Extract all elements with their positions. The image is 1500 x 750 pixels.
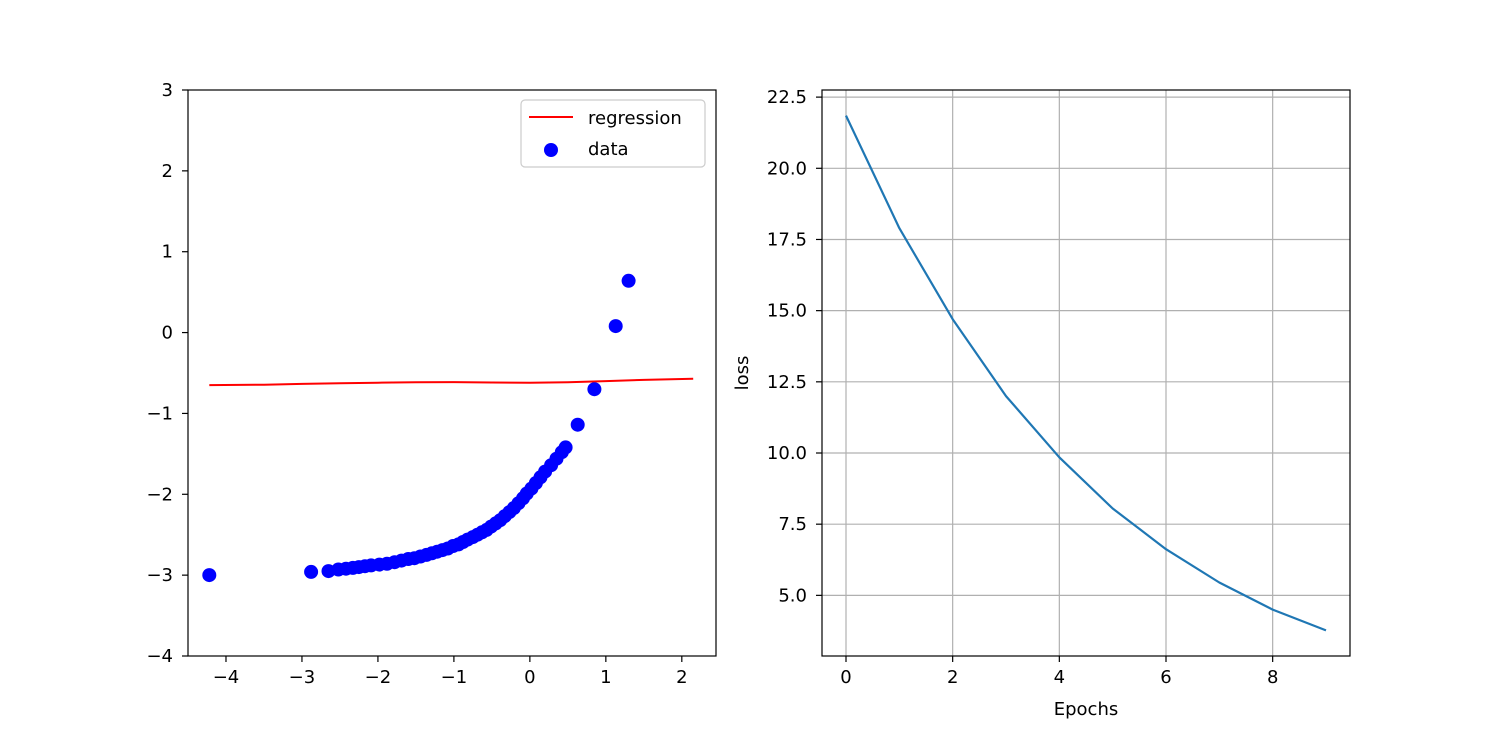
x-tick-label: −3 (289, 667, 316, 688)
regression-plot-marks (202, 273, 694, 583)
data-point (608, 319, 623, 334)
y-tick-label: 22.5 (767, 87, 807, 108)
data-point (570, 417, 585, 432)
loss-plot-marks (845, 115, 1327, 632)
regression-plot-frame (187, 89, 717, 657)
loss-plot-frame (821, 89, 1351, 657)
regression-plot: −4 −3 −2 −1 0 1 2 −4 −3 −2 −1 0 1 2 3 regression data (146, 80, 717, 688)
data-point (621, 273, 636, 288)
loss-line (845, 115, 1327, 632)
y-tick-label: 1 (162, 242, 173, 263)
y-tick-label: −3 (146, 565, 173, 586)
loss-plot-grid (822, 90, 1350, 656)
y-tick-label: 0 (162, 323, 173, 344)
y-tick-label: 10.0 (767, 443, 807, 464)
x-tick-label: 2 (676, 667, 687, 688)
regression-plot-x-ticks: −4 −3 −2 −1 0 1 2 (213, 656, 688, 688)
x-tick-label: 2 (947, 667, 958, 688)
y-tick-label: −2 (146, 484, 173, 505)
legend-data-swatch (544, 143, 558, 157)
y-tick-label: 20.0 (767, 158, 807, 179)
regression-plot-legend: regression data (520, 99, 706, 168)
x-tick-label: −2 (365, 667, 392, 688)
legend-regression-label: regression (588, 108, 682, 129)
x-tick-label: −4 (213, 667, 240, 688)
loss-plot-x-axis-label: Epochs (1054, 699, 1119, 720)
y-tick-label: 12.5 (767, 372, 807, 393)
x-tick-label: 1 (600, 667, 611, 688)
y-tick-label: 5.0 (778, 585, 807, 606)
x-tick-label: 6 (1160, 667, 1171, 688)
y-tick-label: 17.5 (767, 229, 807, 250)
x-tick-label: 0 (840, 667, 851, 688)
x-tick-label: 4 (1054, 667, 1065, 688)
y-tick-label: 2 (162, 161, 173, 182)
y-tick-label: 3 (162, 80, 173, 101)
regression-line (209, 377, 694, 387)
y-tick-label: −1 (146, 403, 173, 424)
loss-plot-y-ticks: 5.0 7.5 10.0 12.5 15.0 17.5 20.0 22.5 (767, 87, 822, 606)
loss-plot-x-ticks: 0 2 4 6 8 (840, 656, 1278, 688)
x-tick-label: 8 (1267, 667, 1278, 688)
regression-plot-y-ticks: −4 −3 −2 −1 0 1 2 3 (146, 80, 188, 667)
y-tick-label: 15.0 (767, 301, 807, 322)
legend-data-label: data (588, 139, 629, 160)
data-point (587, 382, 602, 397)
x-tick-label: −1 (441, 667, 468, 688)
data-point (304, 564, 319, 579)
data-point (558, 440, 573, 455)
y-tick-label: 7.5 (778, 514, 807, 535)
loss-plot: 0 2 4 6 8 5.0 7.5 10.0 12.5 15.0 17.5 20.0 22.5 Epo… (732, 87, 1351, 720)
x-tick-label: 0 (524, 667, 535, 688)
loss-plot-y-axis-label: loss (732, 356, 753, 391)
data-point (202, 568, 217, 583)
y-tick-label: −4 (146, 646, 173, 667)
